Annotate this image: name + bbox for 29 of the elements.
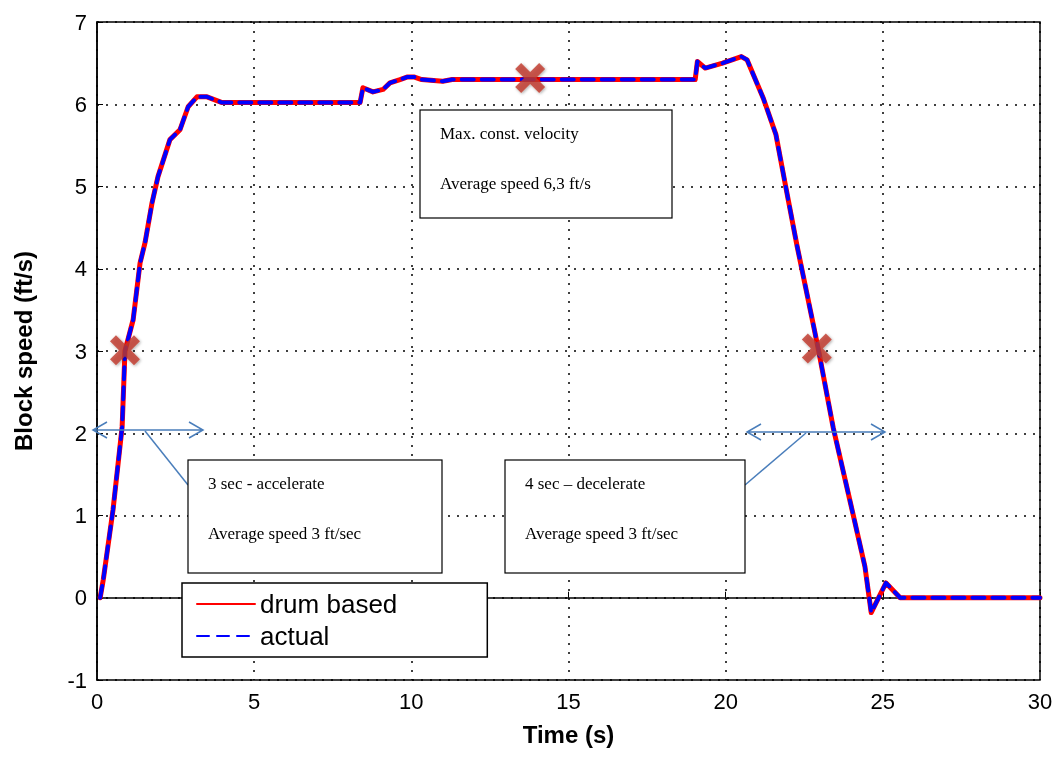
y-tick-label: 0 (74, 585, 87, 611)
x-tick-label: 15 (556, 688, 581, 714)
annotation: Average speed 6,3 ft/s (440, 174, 591, 194)
y-tick-label: 1 (74, 503, 87, 528)
x-tick-label: 10 (399, 688, 424, 714)
annotation: 4 sec – decelerate (525, 474, 646, 494)
y-tick-label: 7 (74, 9, 87, 35)
y-tick-label: 2 (74, 420, 87, 446)
point (515, 62, 546, 93)
annotation: 3 sec - accelerate (208, 474, 325, 494)
legend-label: drum based (260, 589, 398, 619)
legend-label: actual (260, 621, 330, 651)
y-tick-label: 5 (74, 174, 87, 199)
point (801, 333, 832, 364)
y-tick-label: 4 (74, 256, 87, 282)
y-tick-label: 6 (74, 91, 87, 117)
annotation: Average speed 3 ft/sec (525, 524, 679, 544)
x-tick-label: 25 (870, 688, 896, 714)
y-tick-label: 3 (74, 338, 87, 364)
annotation: Max. const. velocity (440, 124, 579, 144)
x-tick-label: 20 (713, 688, 738, 714)
y-axis-title: Block speed (ft/s) (9, 250, 37, 452)
x-tick-label: 0 (90, 688, 104, 714)
x-tick-label: 30 (1027, 688, 1053, 714)
annotation: Average speed 3 ft/sec (208, 524, 362, 544)
y-tick-label: -1 (67, 667, 87, 693)
x-axis-title: Time (s) (522, 720, 615, 748)
x-tick-label: 5 (248, 688, 261, 714)
point (109, 335, 140, 366)
